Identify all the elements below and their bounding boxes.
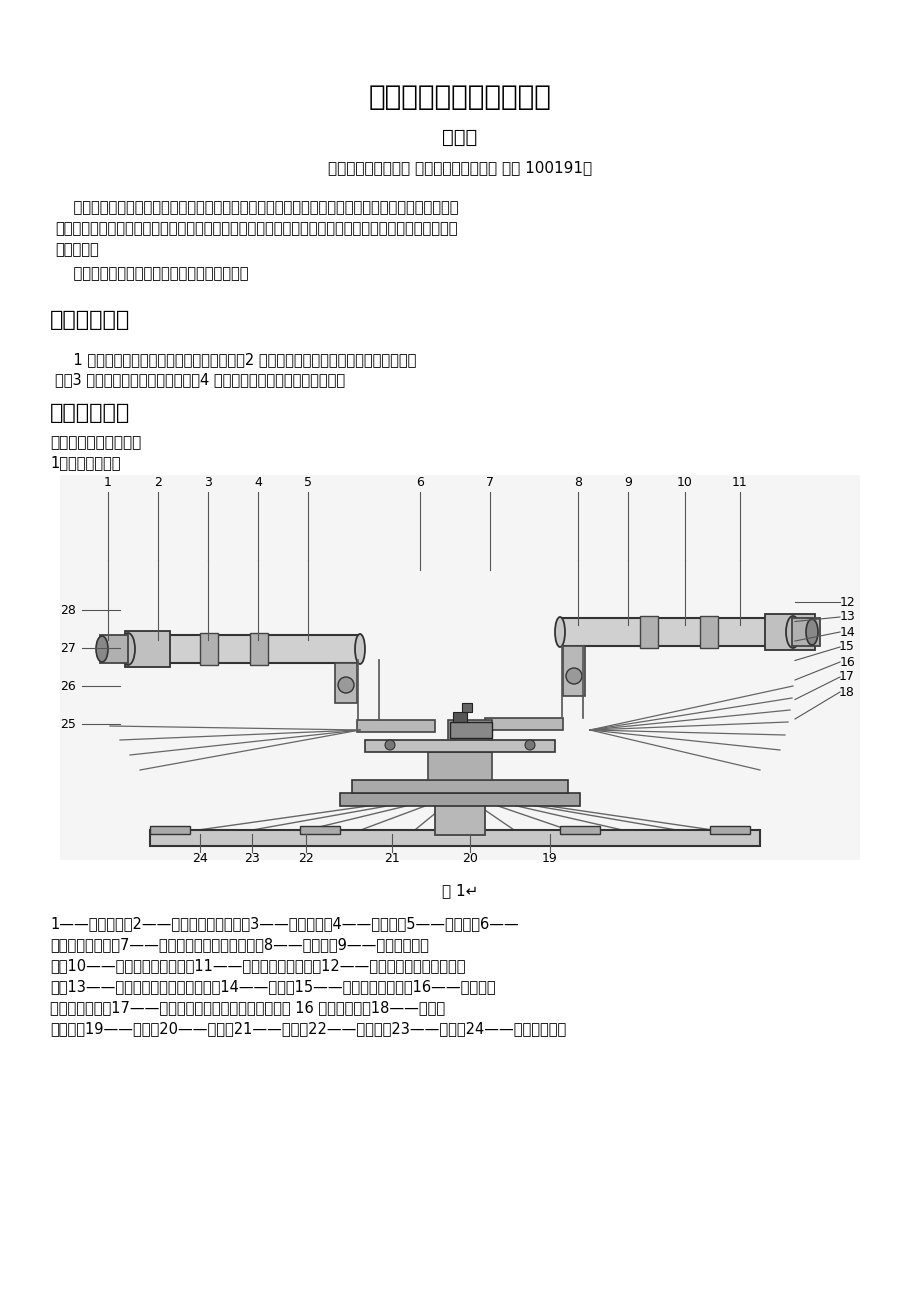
Bar xyxy=(340,793,579,806)
Bar xyxy=(100,635,128,663)
Bar xyxy=(150,825,190,835)
Bar xyxy=(125,635,359,663)
Text: 19: 19 xyxy=(541,852,557,865)
Text: 钉；13——望远镜光轴水平调节螺钉；14——支臂；15——望远镜微调螺钉；16——望远镜与: 钉；13——望远镜光轴水平调节螺钉；14——支臂；15——望远镜微调螺钉；16—… xyxy=(50,979,495,993)
Text: 15: 15 xyxy=(838,641,854,654)
Text: 4: 4 xyxy=(254,477,262,490)
Bar xyxy=(352,780,567,793)
Text: 1 了解分光仪的构造及其主要部件的作用。2 学习并掌握分光仪德的调节原理与调节方: 1 了解分光仪的构造及其主要部件的作用。2 学习并掌握分光仪德的调节原理与调节方 xyxy=(55,352,416,367)
Bar xyxy=(461,703,471,712)
Bar xyxy=(560,825,599,835)
Bar xyxy=(709,825,749,835)
Bar xyxy=(60,475,859,861)
Bar xyxy=(791,618,819,646)
Text: 21: 21 xyxy=(384,852,400,865)
Text: 11: 11 xyxy=(732,477,747,490)
Bar xyxy=(699,616,717,648)
Text: 27: 27 xyxy=(60,642,76,655)
Ellipse shape xyxy=(355,634,365,664)
Bar xyxy=(250,633,267,665)
Text: 钉；10——阿贝式自准直目镜；11——目镜视度调节手轮；12——一望远镜光轴俯仰调节螺: 钉；10——阿贝式自准直目镜；11——目镜视度调节手轮；12——一望远镜光轴俯仰… xyxy=(50,958,465,973)
Text: 17: 17 xyxy=(838,671,854,684)
Bar xyxy=(562,646,584,697)
Text: 二、实验原理: 二、实验原理 xyxy=(50,404,130,423)
Text: 度盘联结螺钉；17——望远镜固紧螺钉（位于图后与螺钉 16 对称位置）；18——制动架: 度盘联结螺钉；17——望远镜固紧螺钉（位于图后与螺钉 16 对称位置）；18——… xyxy=(50,1000,445,1016)
Bar xyxy=(448,720,492,740)
Bar xyxy=(357,720,435,732)
Text: 的注意事项进行了概括，对实验测得的数据进行了详细的分析和计算。最后附予的对实验的心得感想以及: 的注意事项进行了概括，对实验测得的数据进行了详细的分析和计算。最后附予的对实验的… xyxy=(55,221,457,236)
Text: 载物台调平螺钉；7——载物台与游标盘联结螺钉；8——望远镜；9——望远镜锁紧螺: 载物台调平螺钉；7——载物台与游标盘联结螺钉；8——望远镜；9——望远镜锁紧螺 xyxy=(50,937,428,952)
Bar xyxy=(435,780,484,835)
Text: 一、实验重点: 一、实验重点 xyxy=(50,310,130,329)
Bar xyxy=(560,618,789,646)
Text: 1、分光仪的结构: 1、分光仪的结构 xyxy=(50,454,120,470)
Text: 26: 26 xyxy=(60,680,75,693)
Circle shape xyxy=(525,740,535,750)
Text: 9: 9 xyxy=(623,477,631,490)
Circle shape xyxy=(384,740,394,750)
Text: 图 1↵: 图 1↵ xyxy=(441,883,478,898)
Bar xyxy=(199,633,218,665)
Bar xyxy=(125,631,170,667)
Ellipse shape xyxy=(121,633,135,665)
Text: 5: 5 xyxy=(303,477,312,490)
Text: 22: 22 xyxy=(298,852,313,865)
Text: 2: 2 xyxy=(153,477,162,490)
Bar xyxy=(765,615,814,650)
Text: 12: 12 xyxy=(838,595,854,608)
Text: 16: 16 xyxy=(838,655,854,668)
Bar xyxy=(449,723,492,738)
Circle shape xyxy=(565,668,582,684)
Text: 3: 3 xyxy=(204,477,211,490)
Bar xyxy=(300,825,340,835)
Ellipse shape xyxy=(785,616,800,648)
Text: 关键字：分光仪；三棱镜顶角；三棱镜折射率: 关键字：分光仪；三棱镜顶角；三棱镜折射率 xyxy=(55,266,248,281)
Text: 20: 20 xyxy=(461,852,477,865)
Text: 24: 24 xyxy=(192,852,208,865)
Ellipse shape xyxy=(96,635,108,661)
Text: 廖瑞杰: 廖瑞杰 xyxy=(442,128,477,147)
Bar xyxy=(484,717,562,730)
Text: 基础物理研究性实验报告: 基础物理研究性实验报告 xyxy=(369,83,550,111)
Text: 法。3 掌握自准直法和逐次逼近法。4 学会用干涉法测量三棱镜的顶角。: 法。3 掌握自准直法和逐次逼近法。4 学会用干涉法测量三棱镜的顶角。 xyxy=(55,372,345,387)
Circle shape xyxy=(337,677,354,693)
Text: 实验一、分光仪的调整: 实验一、分光仪的调整 xyxy=(50,435,142,450)
Text: 1——狭缝套筒；2——狭缝套筒锁紧螺钉；3——平行光管；4——制动架；5——载物台；6——: 1——狭缝套筒；2——狭缝套筒锁紧螺钉；3——平行光管；4——制动架；5——载物… xyxy=(50,917,518,931)
Text: 1: 1 xyxy=(104,477,112,490)
Text: 6: 6 xyxy=(415,477,424,490)
Text: 10: 10 xyxy=(676,477,692,490)
Text: 18: 18 xyxy=(838,685,854,698)
Text: 13: 13 xyxy=(838,611,854,624)
Bar xyxy=(452,712,467,723)
Bar xyxy=(365,740,554,753)
Text: 改进建议。: 改进建议。 xyxy=(55,242,98,256)
Bar xyxy=(150,829,759,846)
Text: 14: 14 xyxy=(838,625,854,638)
Text: 8: 8 xyxy=(573,477,582,490)
Text: 7: 7 xyxy=(485,477,494,490)
Text: 摘要：本文以分光仪的调整和应用为主题，分别对实验的原理和步骤进行了总结和分析，对实验过程: 摘要：本文以分光仪的调整和应用为主题，分别对实验的原理和步骤进行了总结和分析，对… xyxy=(55,201,458,215)
Bar xyxy=(427,753,492,780)
Text: （一）；19——底座；20——转座；21——度盘；22——游标盘；23——立柱；24——一游标盘微调: （一）；19——底座；20——转座；21——度盘；22——游标盘；23——立柱；… xyxy=(50,1021,565,1036)
Text: 28: 28 xyxy=(60,604,76,617)
Text: （北京航空航天大学 能源与动力工程学院 北京 100191）: （北京航空航天大学 能源与动力工程学院 北京 100191） xyxy=(327,160,592,176)
Text: 25: 25 xyxy=(60,717,76,730)
Ellipse shape xyxy=(805,618,817,644)
Bar xyxy=(640,616,657,648)
Bar xyxy=(335,663,357,703)
Ellipse shape xyxy=(554,617,564,647)
Text: 23: 23 xyxy=(244,852,259,865)
